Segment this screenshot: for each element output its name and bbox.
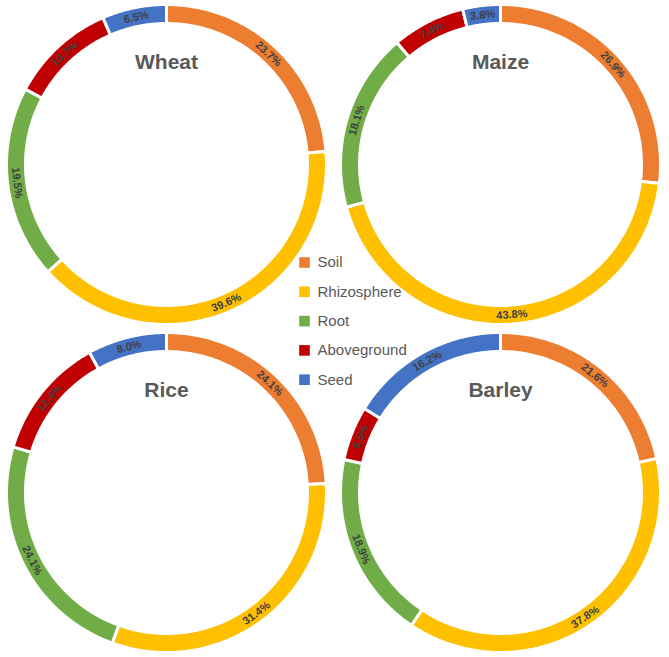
svg-text:23.7%: 23.7% — [253, 38, 284, 68]
svg-text:Barley: Barley — [468, 378, 533, 401]
svg-text:19.5%: 19.5% — [10, 167, 26, 200]
svg-text:Rice: Rice — [144, 378, 188, 401]
svg-text:43.8%: 43.8% — [496, 307, 528, 321]
svg-text:10.7%: 10.7% — [49, 38, 80, 68]
svg-text:Root: Root — [318, 312, 351, 329]
svg-text:21.6%: 21.6% — [579, 361, 611, 390]
svg-text:39.6%: 39.6% — [209, 290, 243, 313]
svg-text:16.2%: 16.2% — [410, 348, 443, 374]
svg-text:Aboveground: Aboveground — [318, 341, 407, 358]
svg-text:18.1%: 18.1% — [346, 103, 367, 137]
svg-text:24.1%: 24.1% — [255, 368, 286, 398]
svg-text:6.5%: 6.5% — [122, 8, 149, 25]
svg-text:31.4%: 31.4% — [240, 598, 272, 626]
svg-text:8.0%: 8.0% — [115, 337, 142, 355]
svg-text:Maize: Maize — [472, 50, 529, 73]
svg-text:24.1%: 24.1% — [20, 544, 45, 577]
svg-text:12.4%: 12.4% — [35, 382, 64, 414]
svg-text:Wheat: Wheat — [135, 50, 198, 73]
svg-text:Seed: Seed — [318, 371, 353, 388]
svg-text:26.9%: 26.9% — [599, 49, 629, 80]
svg-text:18.9%: 18.9% — [350, 532, 373, 566]
svg-text:7.4%: 7.4% — [418, 19, 446, 41]
svg-text:5.5%: 5.5% — [350, 422, 371, 450]
svg-text:37.8%: 37.8% — [569, 603, 602, 631]
svg-text:Soil: Soil — [318, 253, 343, 270]
svg-text:Rhizosphere: Rhizosphere — [318, 283, 402, 300]
svg-text:3.8%: 3.8% — [469, 7, 496, 22]
